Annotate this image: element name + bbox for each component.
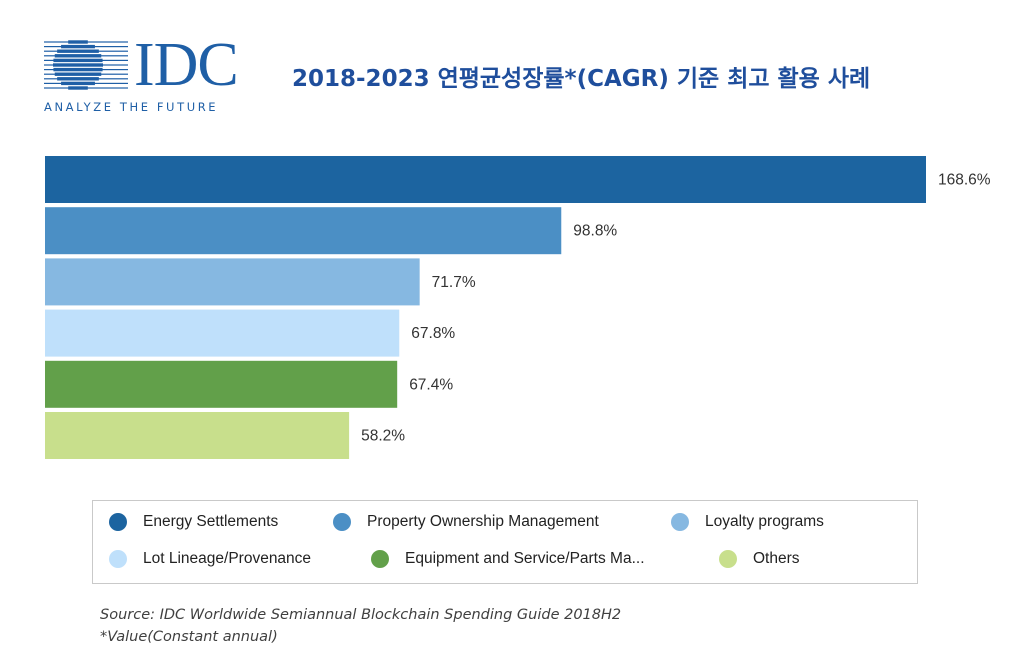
legend-label: Equipment and Service/Parts Ma... [405, 550, 645, 567]
logo-globe-band [53, 58, 103, 63]
legend-label: Lot Lineage/Provenance [143, 550, 312, 567]
legend-item-energy-settlements: Energy Settlements [109, 513, 278, 531]
logo-globe-band [53, 63, 103, 67]
legend-dot-icon [333, 513, 351, 531]
bar-value-label: 98.8% [573, 223, 617, 240]
legend-dot-icon [371, 550, 389, 568]
logo-globe-band [54, 72, 102, 76]
idc-globe-icon [44, 40, 128, 90]
bar-value-label: 67.4% [409, 376, 453, 393]
chart-legend: Energy Settlements Property Ownership Ma… [92, 500, 918, 584]
logo-globe-band [61, 81, 95, 86]
bar-value-label: 58.2% [361, 428, 405, 445]
chart-title: 2018-2023 연평균성장률*(CAGR) 기준 최고 활용 사례 [292, 66, 871, 92]
source-line: Source: IDC Worldwide Semiannual Blockch… [100, 607, 622, 623]
bar-value-label: 168.6% [938, 172, 991, 189]
legend-item-equipment-service-parts: Equipment and Service/Parts Ma... [371, 550, 645, 568]
bar-value-label: 71.7% [432, 274, 476, 291]
logo-wordmark: IDC [134, 31, 239, 99]
bar-4 [45, 360, 398, 408]
logo-globe-band [54, 54, 102, 58]
idc-logo: IDC ANALYZE THE FUTURE [44, 31, 259, 116]
logo-globe-band [57, 77, 99, 81]
legend-label: Property Ownership Management [367, 513, 599, 530]
legend-item-lot-lineage-provenance: Lot Lineage/Provenance [109, 550, 311, 568]
legend-label: Loyalty programs [705, 513, 824, 530]
legend-dot-icon [719, 550, 737, 568]
logo-globe-band [57, 49, 99, 53]
bar-5 [45, 412, 350, 459]
bar-value-label: 67.8% [411, 325, 455, 342]
legend-item-others: Others [719, 550, 800, 568]
bar-chart: 168.6% 98.8% 71.7% 67.8% 67.4% 58.2% [45, 156, 991, 459]
logo-tagline: ANALYZE THE FUTURE [44, 100, 219, 114]
legend-dot-icon [671, 513, 689, 531]
bar-0 [45, 156, 926, 203]
logo-globe-band [61, 44, 95, 49]
footnote-line: *Value(Constant annual) [100, 629, 278, 645]
source-note: Source: IDC Worldwide Semiannual Blockch… [100, 604, 621, 648]
legend-item-loyalty-programs: Loyalty programs [671, 513, 824, 531]
bar-2 [45, 258, 420, 306]
bar-1 [45, 207, 562, 255]
legend-item-property-ownership-management: Property Ownership Management [333, 513, 599, 531]
legend-label: Others [753, 550, 800, 567]
legend-dot-icon [109, 550, 127, 568]
legend-label: Energy Settlements [143, 513, 279, 530]
legend-dot-icon [109, 513, 127, 531]
logo-globe-band [68, 86, 88, 90]
logo-globe-band [68, 40, 88, 44]
bar-3 [45, 309, 400, 357]
logo-globe-band [53, 67, 103, 72]
